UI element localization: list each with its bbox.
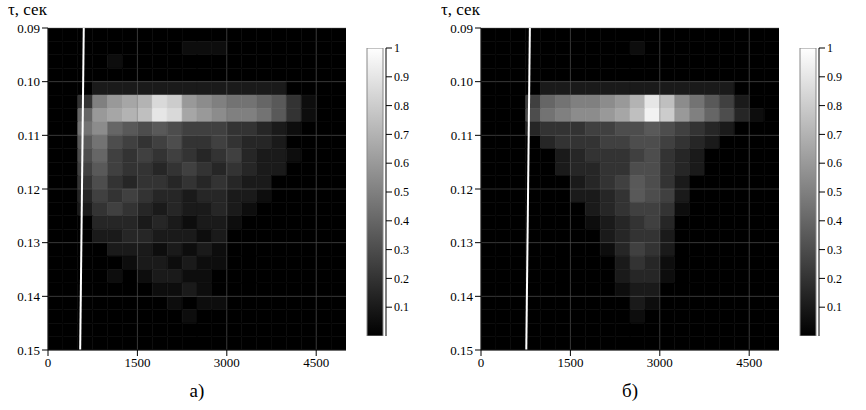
svg-text:0.14: 0.14 bbox=[450, 289, 473, 304]
svg-text:0.10: 0.10 bbox=[450, 74, 473, 89]
svg-text:1: 1 bbox=[827, 42, 833, 55]
svg-text:0.7: 0.7 bbox=[827, 128, 842, 142]
html-text:τ, сек: τ, сек bbox=[8, 0, 47, 19]
html-text:б): б) bbox=[622, 380, 638, 401]
svg-text:0.13: 0.13 bbox=[450, 235, 473, 250]
svg-text:0.09: 0.09 bbox=[450, 21, 473, 36]
svg-text:0.2: 0.2 bbox=[394, 272, 409, 286]
svg-text:3000: 3000 bbox=[647, 355, 673, 370]
svg-text:0.14: 0.14 bbox=[17, 289, 40, 304]
svg-text:0.10: 0.10 bbox=[17, 74, 40, 89]
svg-text:0.12: 0.12 bbox=[17, 182, 40, 197]
svg-text:0: 0 bbox=[478, 355, 485, 370]
svg-text:1: 1 bbox=[394, 42, 400, 55]
svg-text:0.15: 0.15 bbox=[17, 343, 40, 358]
svg-text:4500: 4500 bbox=[303, 355, 329, 370]
svg-text:0.13: 0.13 bbox=[17, 235, 40, 250]
svg-text:0.1: 0.1 bbox=[394, 300, 409, 314]
svg-text:0.5: 0.5 bbox=[394, 185, 409, 199]
svg-text:0.11: 0.11 bbox=[451, 128, 473, 143]
svg-text:0.7: 0.7 bbox=[394, 128, 409, 142]
svg-text:0.3: 0.3 bbox=[394, 243, 409, 257]
svg-text:4500: 4500 bbox=[736, 355, 762, 370]
svg-text:0.5: 0.5 bbox=[827, 185, 842, 199]
svg-text:0.6: 0.6 bbox=[827, 156, 842, 170]
svg-text:0.8: 0.8 bbox=[394, 99, 409, 113]
svg-text:1500: 1500 bbox=[124, 355, 150, 370]
svg-text:3000: 3000 bbox=[214, 355, 240, 370]
svg-text:0.1: 0.1 bbox=[827, 300, 842, 314]
svg-text:0.9: 0.9 bbox=[827, 70, 842, 84]
svg-text:0.8: 0.8 bbox=[827, 99, 842, 113]
html-text:а): а) bbox=[189, 380, 205, 401]
svg-text:0.9: 0.9 bbox=[394, 70, 409, 84]
svg-text:0.6: 0.6 bbox=[394, 156, 409, 170]
svg-text:1500: 1500 bbox=[557, 355, 583, 370]
svg-text:0.3: 0.3 bbox=[827, 243, 842, 257]
svg-text:0.09: 0.09 bbox=[17, 21, 40, 36]
svg-text:0: 0 bbox=[45, 355, 52, 370]
svg-text:0.2: 0.2 bbox=[827, 272, 842, 286]
svg-text:0.4: 0.4 bbox=[827, 214, 842, 228]
html-text:τ, сек: τ, сек bbox=[441, 0, 480, 19]
svg-text:0.12: 0.12 bbox=[450, 182, 473, 197]
svg-text:0.4: 0.4 bbox=[394, 214, 409, 228]
svg-text:0.11: 0.11 bbox=[18, 128, 40, 143]
svg-text:0.15: 0.15 bbox=[450, 343, 473, 358]
